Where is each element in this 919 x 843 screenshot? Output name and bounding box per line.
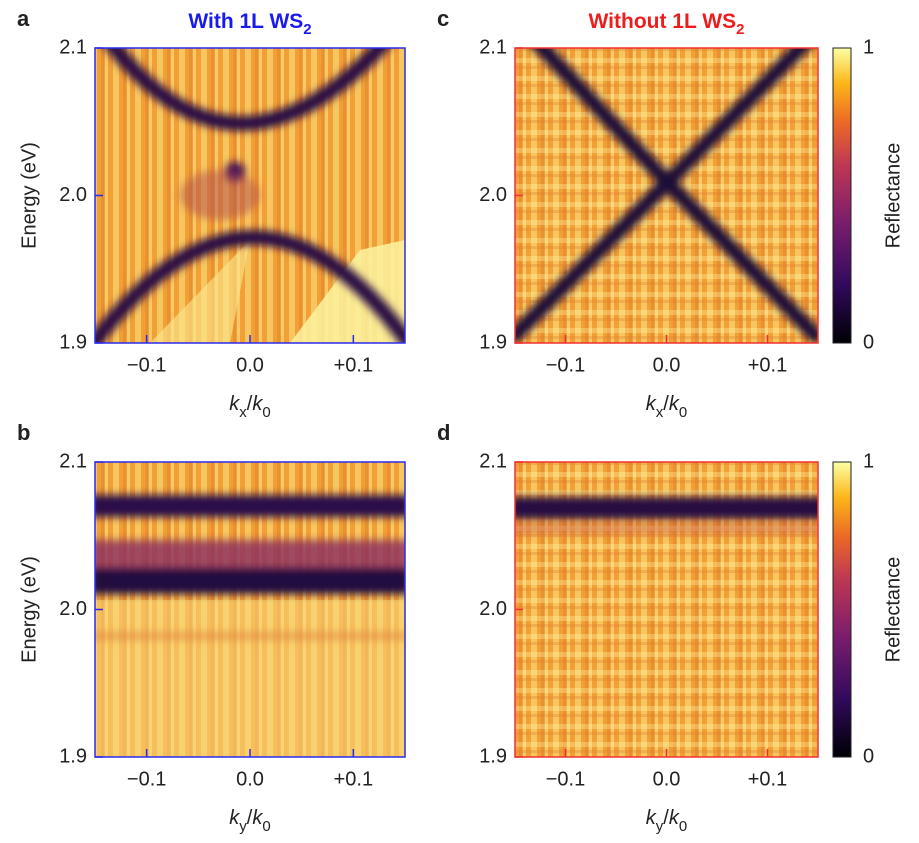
- y-tick-label: 2.1: [479, 450, 507, 472]
- heatmap-image: [95, 462, 405, 757]
- heatmap-image: [515, 48, 818, 343]
- x-tick-label: 0.0: [236, 354, 264, 376]
- label-part: /: [663, 807, 669, 829]
- heatmap-image: [95, 48, 405, 343]
- x-tick-label: +0.1: [748, 354, 787, 376]
- label-part: 2: [736, 21, 744, 38]
- label-part: k: [646, 393, 657, 415]
- colorbar-label: Reflectance: [882, 557, 904, 663]
- label-part: 0: [262, 404, 270, 421]
- x-tick-label: −0.1: [127, 768, 166, 790]
- x-tick-label: 0.0: [236, 768, 264, 790]
- x-axis-label: kx/k0: [646, 393, 687, 421]
- y-tick-label: 2.1: [59, 450, 87, 472]
- label-part: /: [247, 393, 253, 415]
- label-part: /: [247, 807, 253, 829]
- label-part: y: [239, 818, 247, 835]
- x-axis-label: kx/k0: [229, 393, 270, 421]
- label-part: 0: [679, 404, 687, 421]
- label-part: 2: [303, 21, 311, 38]
- label-part: k: [229, 807, 240, 829]
- colorbar-tick-label: 1: [863, 36, 874, 58]
- colorbar-tick-label: 0: [863, 331, 874, 353]
- colorbar: [832, 47, 852, 344]
- label-part: x: [656, 404, 664, 421]
- colorbar: [832, 461, 852, 758]
- panel-title: Without 1L WS2: [589, 10, 745, 39]
- label-part: 0: [262, 818, 270, 835]
- y-tick-label: 1.9: [479, 331, 507, 353]
- x-axis-label: ky/k0: [229, 807, 270, 835]
- x-tick-label: −0.1: [127, 354, 166, 376]
- y-tick-label: 1.9: [59, 745, 87, 767]
- label-part: k: [229, 393, 240, 415]
- label-part: k: [252, 393, 263, 415]
- label-part: k: [252, 807, 263, 829]
- x-tick-label: 0.0: [653, 354, 681, 376]
- x-tick-label: +0.1: [748, 768, 787, 790]
- y-tick-label: 2.0: [59, 184, 87, 206]
- label-part: y: [656, 818, 664, 835]
- panel-title: With 1L WS2: [188, 10, 311, 39]
- colorbar-tick-label: 1: [863, 450, 874, 472]
- panel-label: c: [437, 6, 449, 31]
- y-axis-label: Energy (eV): [18, 142, 40, 249]
- x-tick-label: 0.0: [653, 768, 681, 790]
- label-part: With 1L WS: [188, 10, 303, 33]
- label-part: Without 1L WS: [589, 10, 737, 33]
- x-tick-label: −0.1: [546, 354, 585, 376]
- label-part: /: [663, 393, 669, 415]
- heatmap-image: [515, 462, 818, 757]
- y-tick-label: 2.0: [59, 598, 87, 620]
- x-tick-label: +0.1: [334, 354, 373, 376]
- label-part: k: [669, 393, 680, 415]
- y-tick-label: 2.0: [479, 598, 507, 620]
- y-tick-label: 2.1: [479, 36, 507, 58]
- y-tick-label: 1.9: [59, 331, 87, 353]
- label-part: x: [239, 404, 247, 421]
- x-tick-label: −0.1: [546, 768, 585, 790]
- panel-label: d: [437, 420, 450, 445]
- y-tick-label: 1.9: [479, 745, 507, 767]
- x-tick-label: +0.1: [334, 768, 373, 790]
- y-tick-label: 2.0: [479, 184, 507, 206]
- y-axis-label: Energy (eV): [18, 556, 40, 663]
- colorbar-label: Reflectance: [882, 143, 904, 249]
- y-tick-label: 2.1: [59, 36, 87, 58]
- colorbar-tick-label: 0: [863, 745, 874, 767]
- label-part: k: [646, 807, 657, 829]
- panel-label: b: [17, 420, 30, 445]
- label-part: k: [669, 807, 680, 829]
- panel-label: a: [17, 6, 30, 31]
- label-part: 0: [679, 818, 687, 835]
- x-axis-label: ky/k0: [646, 807, 687, 835]
